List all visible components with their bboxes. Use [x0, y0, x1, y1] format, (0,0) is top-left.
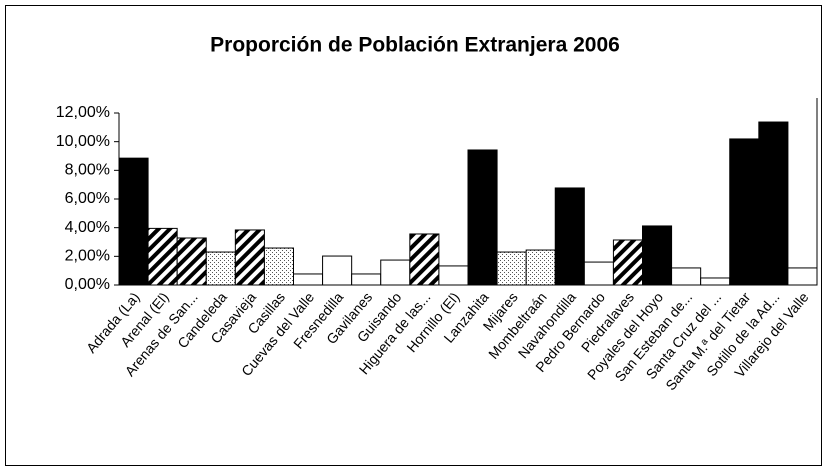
bar — [612, 239, 644, 286]
bar — [147, 227, 178, 286]
bar — [176, 237, 207, 286]
y-tick-label: 8,00% — [65, 162, 110, 179]
y-tick-label: 10,00% — [56, 133, 110, 150]
bar — [118, 157, 149, 286]
y-tick-label: 6,00% — [65, 190, 110, 207]
bar — [642, 225, 673, 286]
bar — [525, 249, 556, 286]
bar — [554, 187, 585, 286]
bar — [409, 233, 440, 286]
bar — [322, 255, 353, 286]
bar — [234, 229, 265, 286]
bar — [467, 149, 498, 286]
bar — [496, 251, 527, 286]
y-tick-label: 12,00% — [56, 104, 110, 121]
y-tick-label: 2,00% — [65, 248, 110, 265]
y-tick-label: 0,00% — [65, 276, 110, 293]
bar — [758, 121, 789, 286]
bar — [700, 277, 731, 286]
bar — [583, 261, 614, 286]
bar — [351, 273, 382, 286]
bar — [729, 138, 760, 286]
bar — [438, 265, 469, 286]
bar — [787, 267, 818, 286]
bar — [293, 273, 324, 286]
bar — [205, 251, 236, 286]
bar — [380, 259, 411, 286]
y-tick-label: 4,00% — [65, 219, 110, 236]
chart-title: Proporción de Población Extranjera 2006 — [210, 34, 620, 57]
bar — [263, 247, 294, 286]
bar — [671, 267, 702, 286]
